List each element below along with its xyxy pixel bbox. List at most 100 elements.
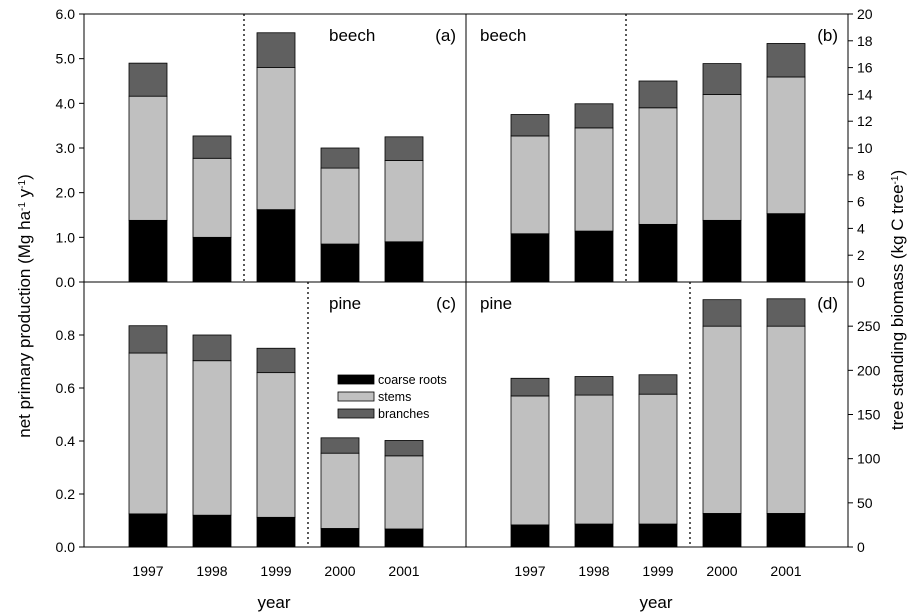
y-tick-label-b-0: 0 [857, 274, 865, 290]
bar-branches-c-2000 [320, 437, 360, 454]
species-label-d: pine [480, 294, 512, 313]
legend-swatch-stems [337, 391, 375, 402]
panel-c: 0.0 0.2 0.4 0.6 0.8 1997 1998 1999 2000 2001 pine (… [56, 281, 467, 579]
bar-stems-c-1997 [128, 352, 168, 515]
bar-branches-a-1999 [256, 32, 296, 68]
legend-swatch-branches [337, 408, 375, 419]
bar-coarse-roots-c-1998 [192, 514, 232, 548]
y-tick-label-c-4: 0.8 [56, 327, 76, 343]
panel-a: 0.0 1.0 2.0 3.0 4.0 5.0 6.0 beech (a) [56, 6, 467, 290]
bar-stems-a-1999 [256, 67, 296, 211]
bar-stems-c-1999 [256, 372, 296, 518]
y-tick-label-b-10: 20 [857, 6, 873, 22]
y-tick-label-b-3: 6 [857, 194, 865, 210]
y-tick-label-b-1: 2 [857, 247, 865, 263]
bar-coarse-roots-d-2000 [702, 513, 742, 548]
legend-label-coarse-roots: coarse roots [378, 373, 447, 387]
y-tick-label-c-2: 0.4 [56, 433, 76, 449]
bar-branches-b-1998 [574, 103, 614, 129]
y-tick-label-b-9: 18 [857, 33, 873, 49]
bar-coarse-roots-c-2000 [320, 528, 360, 548]
bar-stems-a-1998 [192, 157, 232, 238]
bar-coarse-roots-c-1997 [128, 513, 168, 548]
bar-stems-d-1998 [574, 394, 614, 525]
y-tick-label-b-6: 12 [857, 113, 873, 129]
bar-coarse-roots-d-2001 [766, 513, 806, 548]
bar-coarse-roots-a-2001 [384, 241, 424, 283]
bar-branches-d-2000 [702, 299, 742, 327]
bar-coarse-roots-c-1999 [256, 516, 296, 548]
bar-coarse-roots-d-1998 [574, 523, 614, 548]
bar-branches-c-1998 [192, 334, 232, 362]
bar-stems-b-1999 [638, 107, 678, 225]
bar-coarse-roots-a-2000 [320, 243, 360, 283]
bar-stems-b-2001 [766, 76, 806, 215]
bar-branches-c-1997 [128, 325, 168, 354]
species-label-b: beech [480, 26, 526, 45]
y-tick-label-c-0: 0.0 [56, 539, 76, 555]
bar-stems-b-2000 [702, 94, 742, 221]
y-tick-label-b-4: 8 [857, 167, 865, 183]
y-tick-label-b-5: 10 [857, 140, 873, 156]
x-tick-label-c-2000: 2000 [324, 563, 355, 579]
y-tick-label-d-0: 0 [857, 539, 865, 555]
y-tick-label-d-1: 50 [857, 495, 873, 511]
legend-item-coarse-roots: coarse roots [337, 373, 447, 387]
y-tick-label-a-4: 4.0 [56, 95, 76, 111]
y-tick-label-a-3: 3.0 [56, 140, 76, 156]
x-tick-label-d-2001: 2001 [770, 563, 801, 579]
bar-stems-a-2001 [384, 160, 424, 243]
y-tick-label-c-3: 0.6 [56, 380, 76, 396]
bar-coarse-roots-a-1998 [192, 236, 232, 283]
bar-stems-b-1997 [510, 135, 550, 235]
x-tick-label-c-2001: 2001 [388, 563, 419, 579]
bar-branches-a-2000 [320, 147, 360, 169]
bar-stems-a-1997 [128, 95, 168, 221]
panels: 0.0 1.0 2.0 3.0 4.0 5.0 6.0 beech (a) 0 2 4 6 8 10 12 14… [56, 6, 881, 579]
y-tick-label-b-7: 14 [857, 86, 873, 102]
bar-stems-c-2001 [384, 455, 424, 530]
bar-branches-d-1999 [638, 374, 678, 395]
y-axis-title-left: net primary production (Mg ha-1 y-1) [15, 174, 34, 438]
y-axis-title-right: tree standing biomass (kg C tree-1) [888, 170, 907, 430]
bar-branches-b-1999 [638, 80, 678, 109]
y-tick-label-d-2: 100 [857, 451, 881, 467]
bar-coarse-roots-b-2000 [702, 219, 742, 283]
bar-coarse-roots-c-2001 [384, 528, 424, 548]
x-tick-label-c-1999: 1999 [260, 563, 291, 579]
y-tick-label-a-5: 5.0 [56, 51, 76, 67]
bar-stems-c-2000 [320, 452, 360, 529]
panel-label-d: (d) [817, 294, 838, 313]
y-tick-label-b-2: 4 [857, 220, 865, 236]
bar-stems-d-1997 [510, 395, 550, 526]
x-axis-title-right: year [639, 593, 672, 612]
panel-label-a: (a) [435, 26, 456, 45]
bar-coarse-roots-b-2001 [766, 213, 806, 283]
panel-d: 0 50 100 150 200 250 1997 1998 1999 2000 2001 pine (… [465, 281, 881, 579]
bar-stems-d-2000 [702, 325, 742, 514]
species-label-c: pine [329, 294, 361, 313]
bar-branches-c-1999 [256, 347, 296, 374]
bar-coarse-roots-a-1999 [256, 209, 296, 283]
legend-item-branches: branches [337, 407, 429, 421]
x-tick-label-d-1999: 1999 [642, 563, 673, 579]
bar-coarse-roots-d-1997 [510, 524, 550, 548]
legend-swatch-coarse-roots [337, 374, 375, 385]
bar-branches-d-1998 [574, 376, 614, 396]
bar-branches-a-1997 [128, 62, 168, 97]
y-tick-label-a-1: 1.0 [56, 229, 76, 245]
bar-stems-a-2000 [320, 167, 360, 245]
y-tick-label-d-5: 250 [857, 318, 881, 334]
bar-branches-b-2001 [766, 43, 806, 78]
y-tick-label-c-1: 0.2 [56, 486, 76, 502]
bar-branches-d-2001 [766, 298, 806, 327]
bar-branches-a-2001 [384, 136, 424, 161]
y-tick-label-a-2: 2.0 [56, 185, 76, 201]
bar-stems-c-1998 [192, 360, 232, 516]
x-axis-title-left: year [257, 593, 290, 612]
bar-stems-d-1999 [638, 393, 678, 525]
bar-branches-b-1997 [510, 114, 550, 137]
bar-branches-b-2000 [702, 63, 742, 95]
legend-label-stems: stems [378, 390, 411, 404]
